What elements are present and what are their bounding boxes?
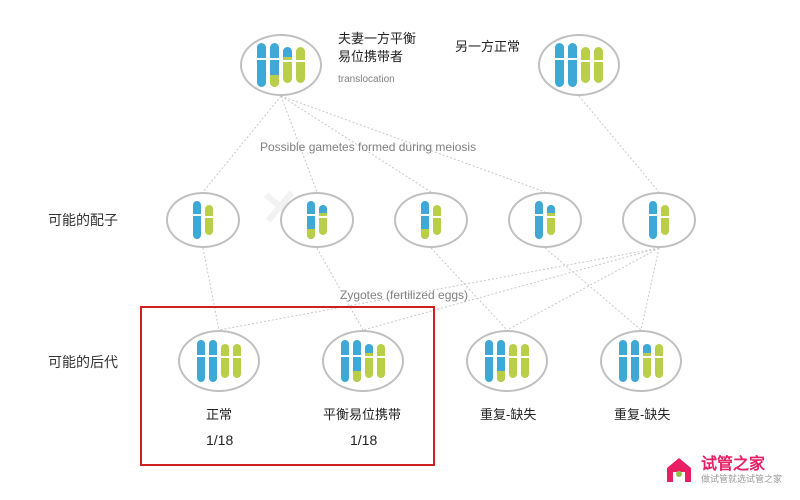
meiosis-label-en: Possible gametes formed during meiosis: [260, 140, 476, 154]
gamete-cell: [280, 192, 354, 248]
parent-right-label: 另一方正常: [455, 36, 520, 55]
brand-logo: 试管之家 做试管就选试管之家: [663, 454, 782, 486]
gamete-cell: [622, 192, 696, 248]
offspring2-prob: 1/18: [350, 432, 377, 448]
offspring4-label: 重复-缺失: [614, 404, 670, 423]
zygotes-label-en: Zygotes (fertilized eggs): [340, 288, 468, 302]
brand-sub: 做试管就选试管之家: [701, 475, 782, 484]
connection-lines: [0, 0, 800, 500]
gamete-cell: [508, 192, 582, 248]
gamete-cell: [394, 192, 468, 248]
offspring-cell: [178, 330, 260, 392]
diagram-canvas: ✕ 夫妻一方平衡 易位携带者 translocation 另一方正常 Possi…: [0, 0, 800, 500]
brand-main: 试管之家: [701, 457, 782, 473]
brand-text: 试管之家 做试管就选试管之家: [701, 457, 782, 484]
highlight-box: [140, 306, 435, 466]
offspring-section-label: 可能的后代: [48, 352, 118, 372]
offspring1-prob: 1/18: [206, 432, 233, 448]
parent-left-label-line1: 夫妻一方平衡: [338, 28, 416, 47]
offspring-cell: [466, 330, 548, 392]
parent-normal-cell: [538, 34, 620, 96]
house-icon: [663, 454, 695, 486]
parent-left-label-line2: 易位携带者: [338, 46, 403, 65]
offspring3-label: 重复-缺失: [480, 404, 536, 423]
gamete-cell: [166, 192, 240, 248]
offspring2-label: 平衡易位携带: [323, 404, 401, 423]
offspring-cell: [600, 330, 682, 392]
offspring1-label: 正常: [206, 404, 232, 423]
translocation-label-en: translocation: [338, 74, 395, 85]
offspring-cell: [322, 330, 404, 392]
gametes-section-label: 可能的配子: [48, 210, 118, 230]
parent-carrier-cell: [240, 34, 322, 96]
